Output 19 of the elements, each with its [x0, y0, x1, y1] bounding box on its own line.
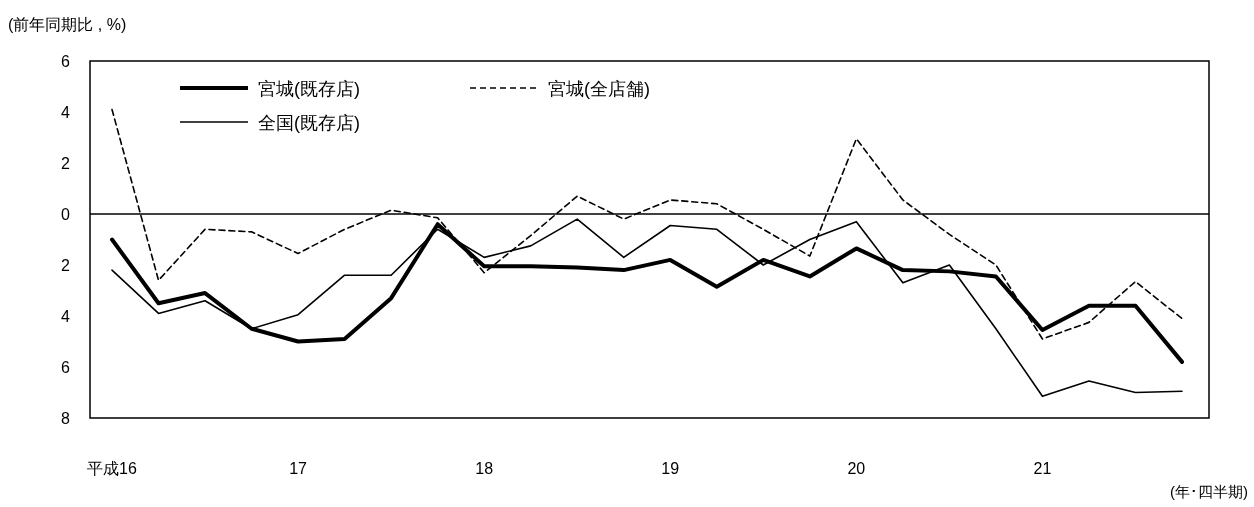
xtick: 平成16 — [87, 460, 137, 477]
ytick: 8 — [61, 410, 70, 427]
ytick: 6 — [61, 359, 70, 376]
ytick: 6 — [61, 53, 70, 70]
xtick: 21 — [1033, 460, 1052, 477]
ytick: 2 — [61, 155, 70, 172]
ytick: 2 — [61, 257, 70, 274]
ytick: 4 — [61, 104, 70, 121]
xtick: 18 — [475, 460, 494, 477]
ytick: 0 — [61, 206, 70, 223]
xtick: 17 — [289, 460, 307, 477]
xlabel: (年･四半期) — [1170, 483, 1248, 500]
xtick: 20 — [847, 460, 866, 477]
ylabel: (前年同期比 , %) — [8, 16, 127, 33]
ytick: 4 — [61, 308, 70, 325]
legend-label: 全国(既存店) — [258, 113, 360, 133]
legend-label: 宮城(既存店) — [258, 79, 360, 99]
xtick: 19 — [661, 460, 680, 477]
legend-label: 宮城(全店舗) — [548, 79, 650, 99]
